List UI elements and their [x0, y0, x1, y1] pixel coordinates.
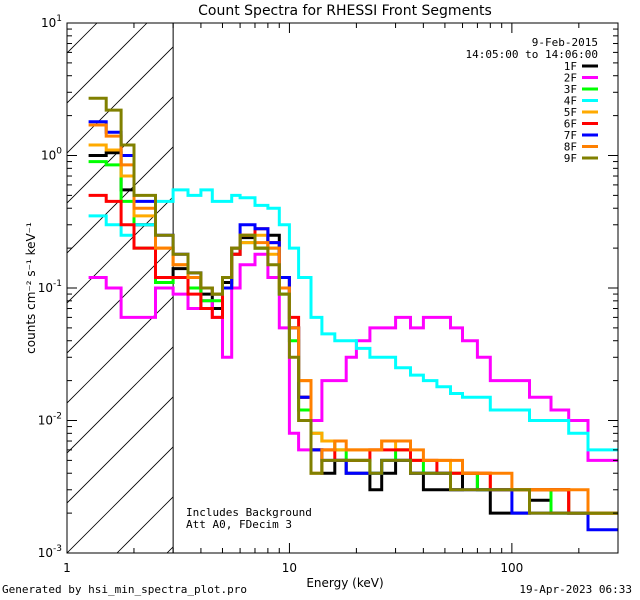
generated-timestamp: 19-Apr-2023 06:33: [519, 583, 632, 596]
series-8F-line: [88, 123, 618, 515]
x-axis-label: Energy (keV): [306, 576, 383, 590]
series-7F-line: [88, 120, 618, 532]
y-tick-label: 100: [41, 147, 62, 163]
annotation-attenuator: Att A0, FDecim 3: [186, 518, 292, 531]
legend-label-2F: 2F: [564, 72, 577, 85]
legend-label-6F: 6F: [564, 118, 577, 131]
y-tick-label: 10-1: [38, 279, 62, 295]
hatch-line: [67, 246, 174, 354]
hatch-line: [67, 396, 174, 504]
hatch-line: [67, 96, 174, 204]
y-axis-label: counts cm⁻² s⁻¹ keV⁻¹: [24, 222, 38, 354]
series-2F-line: [88, 252, 618, 462]
generated-by-note: Generated by hsi_min_spectra_plot.pro: [2, 583, 248, 596]
y-tick-label: 10-3: [38, 544, 62, 560]
annotation-background: Includes Background: [186, 506, 312, 519]
observation-date: 9-Feb-2015: [532, 36, 598, 49]
series-group: [88, 96, 618, 532]
x-tick-label: 10: [282, 561, 297, 575]
plot-frame: [66, 22, 619, 554]
legend-label-8F: 8F: [564, 141, 577, 154]
legend-label-1F: 1F: [564, 60, 577, 73]
series-9F-line: [88, 96, 618, 515]
hatch-line: [67, 446, 174, 553]
chart-title: Count Spectra for RHESSI Front Segments: [198, 3, 492, 19]
hatch-line: [67, 196, 174, 304]
legend-label-7F: 7F: [564, 129, 577, 142]
series-4F-line: [88, 188, 618, 452]
x-tick-label: 100: [500, 561, 523, 575]
series-6F-line: [88, 193, 618, 515]
observation-time-range: 14:05:00 to 14:06:00: [466, 48, 598, 61]
y-tick-label: 10-2: [38, 412, 62, 428]
axis-ticks: 1 10 100 10-3 10-2 10-1 100 101: [38, 14, 619, 575]
legend-label-5F: 5F: [564, 106, 577, 119]
legend-label-9F: 9F: [564, 152, 577, 165]
y-tick-label: 101: [41, 14, 62, 30]
legend-label-4F: 4F: [564, 95, 577, 108]
x-tick-label: 1: [63, 561, 71, 575]
legend-label-3F: 3F: [564, 83, 577, 96]
